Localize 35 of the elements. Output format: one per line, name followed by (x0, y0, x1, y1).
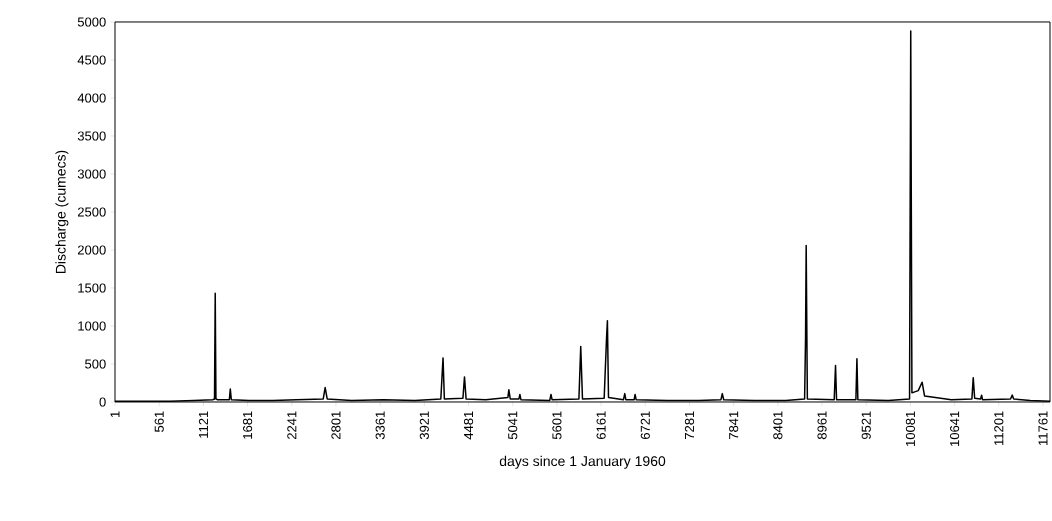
x-tick-label: 6161 (596, 411, 606, 440)
y-tick-label: 3500 (77, 131, 106, 141)
x-tick-label: 5041 (508, 411, 518, 440)
x-tick-label: 10641 (950, 411, 960, 446)
x-tick-label: 7281 (684, 411, 695, 440)
x-tick-label: 4481 (463, 411, 474, 440)
x-tick-label: 1121 (198, 411, 208, 438)
x-tick-label: 561 (154, 411, 164, 432)
y-tick-label: 2000 (77, 245, 106, 255)
x-tick-label: 1681 (242, 411, 253, 439)
y-tick-label: 2500 (77, 207, 106, 217)
x-tick-label: 8401 (773, 411, 783, 440)
y-tick-label: 1000 (78, 321, 106, 331)
y-tick-label: 3000 (77, 169, 106, 179)
x-tick-label: 1 (110, 411, 120, 418)
y-axis-title: Discharge (cumecs) (55, 150, 69, 274)
x-axis-title: days since 1 January 1960 (499, 455, 666, 469)
y-tick-label: 500 (85, 359, 106, 369)
y-tick-label: 0 (99, 397, 106, 407)
x-tick-label: 2801 (331, 411, 341, 440)
x-tick-label: 7841 (729, 411, 739, 440)
x-tick-label: 10081 (905, 411, 916, 446)
y-tick-label: 5000 (77, 17, 106, 27)
x-tick-label: 2241 (287, 411, 297, 440)
y-tick-label: 4500 (77, 55, 106, 65)
y-tick-label: 4000 (77, 93, 106, 103)
x-tick-label: 3361 (375, 411, 385, 440)
x-tick-label: 6721 (640, 411, 650, 440)
y-tick-label: 1500 (78, 283, 106, 293)
x-tick-label: 8961 (817, 411, 827, 440)
x-tick-label: 5601 (552, 411, 562, 440)
x-tick-label: 9521 (861, 411, 871, 440)
x-tick-label: 11201 (994, 411, 1004, 445)
x-tick-label: 11761 (1038, 411, 1048, 445)
x-tick-label: 3921 (419, 411, 429, 440)
